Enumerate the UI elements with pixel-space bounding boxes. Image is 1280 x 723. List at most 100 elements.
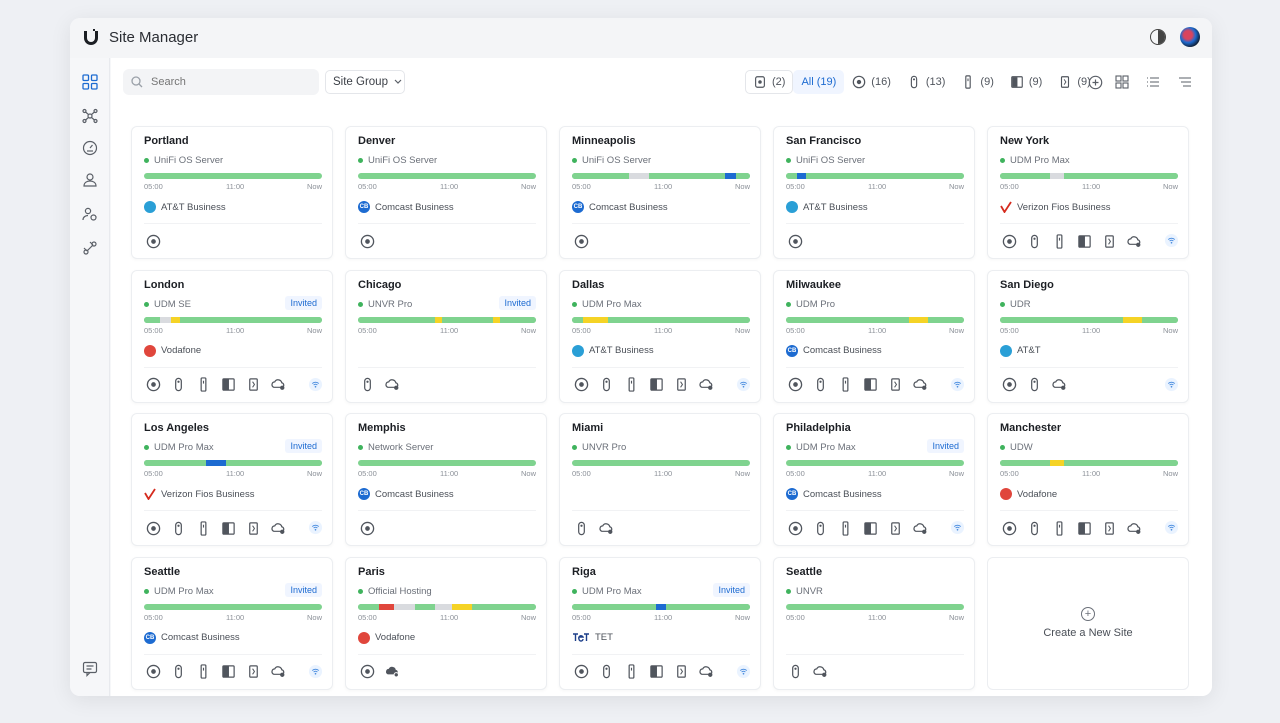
wifi-status-icon[interactable] xyxy=(308,520,323,535)
access-point-icon[interactable] xyxy=(599,377,614,392)
camera-cloud-icon[interactable] xyxy=(1052,377,1067,392)
site-card[interactable]: Minneapolis UniFi OS Server 05:00 11:00 Now C… xyxy=(559,126,761,259)
sensor-device-icon[interactable] xyxy=(1102,234,1117,249)
camera-cloud-icon[interactable] xyxy=(1127,521,1142,536)
site-card[interactable]: London UDM SE Invited 05:00 11:00 Now Vodafone xyxy=(131,269,333,403)
admins-icon[interactable] xyxy=(81,205,99,223)
filter-tower-device[interactable]: (9) xyxy=(953,70,1001,94)
site-card[interactable]: Chicago UNVR Pro Invited 05:00 11:00 Now xyxy=(345,269,547,403)
search-box[interactable] xyxy=(123,69,319,95)
console-device-icon[interactable] xyxy=(146,521,161,536)
tower-device-icon[interactable] xyxy=(838,377,853,392)
filter-switch-device[interactable]: (9) xyxy=(1002,70,1050,94)
switch-device-icon[interactable] xyxy=(1077,521,1092,536)
site-card[interactable]: New York UDM Pro Max 05:00 11:00 Now Verizon … xyxy=(987,126,1189,259)
site-card[interactable]: Seattle UNVR 05:00 11:00 Now xyxy=(773,556,975,690)
console-device-icon[interactable] xyxy=(146,377,161,392)
access-point-icon[interactable] xyxy=(788,664,803,679)
site-card[interactable]: Manchester UDW 05:00 11:00 Now Vodafone xyxy=(987,413,1189,546)
switch-device-icon[interactable] xyxy=(649,377,664,392)
sensor-device-icon[interactable] xyxy=(888,377,903,392)
console-device-icon[interactable] xyxy=(146,664,161,679)
wifi-status-icon[interactable] xyxy=(1164,377,1179,392)
site-group-dropdown[interactable]: Site Group xyxy=(325,70,405,94)
feedback-icon[interactable] xyxy=(81,660,99,678)
switch-device-icon[interactable] xyxy=(863,521,878,536)
camera-cloud-icon[interactable] xyxy=(271,377,286,392)
wifi-status-icon[interactable] xyxy=(1164,233,1179,248)
console-device-icon[interactable] xyxy=(574,377,589,392)
console-device-icon[interactable] xyxy=(574,664,589,679)
integrations-icon[interactable] xyxy=(81,239,99,257)
topology-icon[interactable] xyxy=(81,107,99,125)
switch-device-icon[interactable] xyxy=(221,664,236,679)
console-device-icon[interactable] xyxy=(1002,521,1017,536)
switch-device-icon[interactable] xyxy=(863,377,878,392)
sensor-device-icon[interactable] xyxy=(674,664,689,679)
camera-cloud-icon[interactable] xyxy=(699,664,714,679)
users-icon[interactable] xyxy=(81,171,99,189)
site-card[interactable]: Philadelphia UDM Pro Max Invited 05:00 11:00… xyxy=(773,413,975,546)
create-site-button[interactable]: + Create a New Site xyxy=(987,556,1189,690)
wifi-status-icon[interactable] xyxy=(736,664,751,679)
console-device-icon[interactable] xyxy=(1002,377,1017,392)
access-point-icon[interactable] xyxy=(1027,234,1042,249)
switch-device-icon[interactable] xyxy=(1077,234,1092,249)
site-card[interactable]: San Francisco UniFi OS Server 05:00 11:00 No… xyxy=(773,126,975,259)
avatar[interactable] xyxy=(1180,27,1200,47)
list-view-icon[interactable] xyxy=(1145,74,1161,90)
tower-device-icon[interactable] xyxy=(196,664,211,679)
site-card[interactable]: Riga UDM Pro Max Invited 05:00 11:00 Now TET xyxy=(559,556,761,690)
sensor-device-icon[interactable] xyxy=(246,521,261,536)
site-card[interactable]: Los Angeles UDM Pro Max Invited 05:00 11:00 N… xyxy=(131,413,333,546)
camera-cloud-icon[interactable] xyxy=(699,377,714,392)
sensor-device-icon[interactable] xyxy=(246,664,261,679)
access-point-icon[interactable] xyxy=(171,521,186,536)
dashboard-gauge-icon[interactable] xyxy=(81,139,99,157)
access-point-icon[interactable] xyxy=(360,377,375,392)
tower-device-icon[interactable] xyxy=(196,520,211,536)
filter-console-device[interactable]: (16) xyxy=(844,70,899,94)
site-card[interactable]: Miami UNVR Pro 05:00 11:00 Now xyxy=(559,413,761,546)
wifi-status-icon[interactable] xyxy=(950,377,965,392)
tower-device-icon[interactable] xyxy=(838,520,853,536)
switch-device-icon[interactable] xyxy=(221,521,236,536)
filter-sensor-device[interactable]: (9) xyxy=(1050,70,1098,94)
cloud-gateway-icon[interactable] xyxy=(385,664,400,679)
console-device-icon[interactable] xyxy=(574,234,589,249)
filter-lines-icon[interactable] xyxy=(1177,74,1193,90)
access-point-icon[interactable] xyxy=(574,521,589,536)
camera-cloud-icon[interactable] xyxy=(813,664,828,679)
filter-gateway-device[interactable]: (2) xyxy=(745,70,794,94)
console-device-icon[interactable] xyxy=(360,521,375,536)
camera-cloud-icon[interactable] xyxy=(913,521,928,536)
console-device-icon[interactable] xyxy=(788,377,803,392)
add-circle-icon[interactable] xyxy=(1087,74,1103,90)
access-point-icon[interactable] xyxy=(171,664,186,679)
search-input[interactable] xyxy=(151,76,301,88)
switch-device-icon[interactable] xyxy=(649,664,664,679)
site-card[interactable]: Portland UniFi OS Server 05:00 11:00 Now AT&T… xyxy=(131,126,333,259)
tower-device-icon[interactable] xyxy=(624,377,639,392)
wifi-status-icon[interactable] xyxy=(308,664,323,679)
sites-grid-icon[interactable] xyxy=(81,73,99,91)
site-card[interactable]: San Diego UDR 05:00 11:00 Now AT&T xyxy=(987,269,1189,403)
camera-cloud-icon[interactable] xyxy=(913,377,928,392)
filter-access-point[interactable]: (13) xyxy=(899,70,954,94)
console-device-icon[interactable] xyxy=(788,521,803,536)
sensor-device-icon[interactable] xyxy=(888,521,903,536)
camera-cloud-icon[interactable] xyxy=(1127,234,1142,249)
tower-device-icon[interactable] xyxy=(1052,233,1067,249)
access-point-icon[interactable] xyxy=(1027,521,1042,536)
console-device-icon[interactable] xyxy=(360,234,375,249)
access-point-icon[interactable] xyxy=(599,664,614,679)
camera-cloud-icon[interactable] xyxy=(599,521,614,536)
site-card[interactable]: Memphis Network Server 05:00 11:00 Now CB Comc… xyxy=(345,413,547,546)
console-device-icon[interactable] xyxy=(360,664,375,679)
wifi-status-icon[interactable] xyxy=(736,377,751,392)
access-point-icon[interactable] xyxy=(171,377,186,392)
access-point-icon[interactable] xyxy=(1027,377,1042,392)
site-card[interactable]: Milwaukee UDM Pro 05:00 11:00 Now CB Comcast B… xyxy=(773,269,975,403)
tower-device-icon[interactable] xyxy=(196,377,211,392)
camera-cloud-icon[interactable] xyxy=(271,521,286,536)
